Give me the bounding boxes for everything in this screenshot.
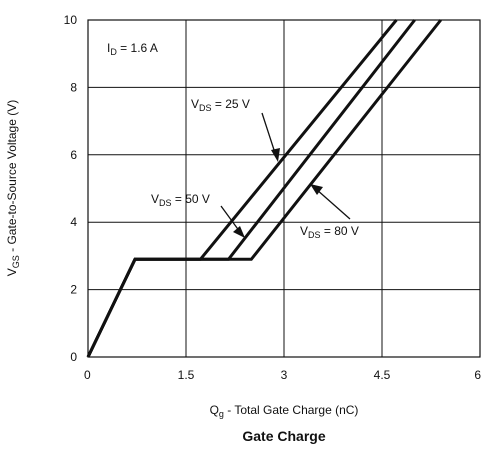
series-label-80v: VDS = 80 V xyxy=(300,224,359,240)
arrow-25v-head xyxy=(271,148,280,162)
y-axis-label: VGS - Gate-to-Source Voltage (V) xyxy=(5,100,21,276)
y-tick-label: 8 xyxy=(70,80,77,94)
y-tick-labels: 0 2 4 6 8 10 xyxy=(64,13,78,364)
plot-frame xyxy=(87,19,481,358)
x-tick-label: 1.5 xyxy=(178,368,195,382)
arrow-80v-head xyxy=(310,184,323,195)
x-tick-label: 6 xyxy=(474,368,481,382)
x-tick-labels: 0 1.5 3 4.5 6 xyxy=(84,368,481,382)
series-label-50v: VDS = 50 V xyxy=(151,192,210,208)
x-tick-label: 0 xyxy=(84,368,91,382)
annotation-id: ID = 1.6 A xyxy=(107,41,158,57)
y-tick-label: 0 xyxy=(70,350,77,364)
series-line-80v xyxy=(86,19,442,358)
series-line-25v xyxy=(86,19,398,358)
series-line-50v xyxy=(86,19,416,358)
x-tick-label: 3 xyxy=(281,368,288,382)
arrow-25v-line xyxy=(261,112,277,157)
x-tick-label: 4.5 xyxy=(374,368,391,382)
grid-lines xyxy=(88,20,480,357)
series-label-25v: VDS = 25 V xyxy=(191,97,250,113)
y-tick-label: 4 xyxy=(70,215,77,229)
series-lines xyxy=(86,19,442,358)
x-axis-label: Qg - Total Gate Charge (nC) xyxy=(210,403,359,419)
y-tick-label: 6 xyxy=(70,148,77,162)
arrow-80v-line xyxy=(315,188,351,220)
y-tick-label: 10 xyxy=(64,13,78,27)
chart-title: Gate Charge xyxy=(242,428,325,444)
y-tick-label: 2 xyxy=(70,283,77,297)
arrow-50v-line xyxy=(220,205,241,233)
arrow-50v-head xyxy=(233,226,245,238)
